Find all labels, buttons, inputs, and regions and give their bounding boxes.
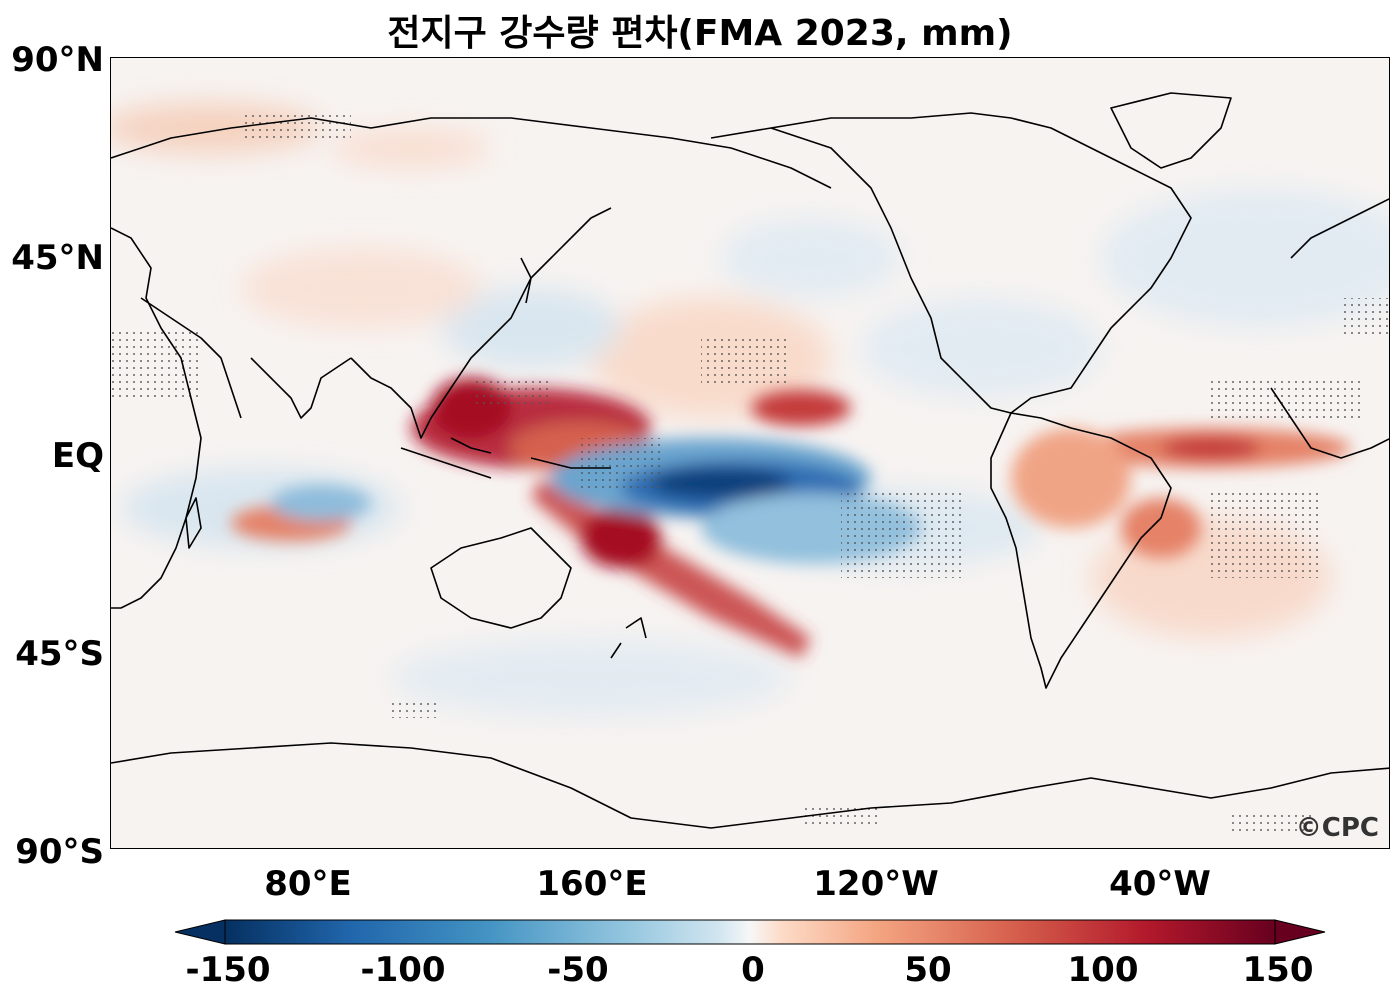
colorbar-gradient — [224, 919, 1276, 945]
lat-label-eq: EQ — [51, 436, 104, 476]
colorbar-tick-0: 0 — [741, 950, 765, 990]
map-canvas: ©CPC — [111, 92, 1389, 843]
colorbar-tick-150: 150 — [1242, 950, 1314, 990]
colorbar-tick-minus150: -150 — [185, 950, 271, 990]
lat-label-90n: 90°N — [11, 40, 104, 80]
lon-label-120w: 120°W — [813, 864, 939, 904]
colorbar-high-extend — [1274, 919, 1326, 945]
lon-label-160e: 160°E — [536, 864, 648, 904]
lat-label-45s: 45°S — [15, 634, 104, 674]
lat-label-45n: 45°N — [11, 238, 104, 278]
significance-stippling — [111, 113, 1389, 833]
credit-text: ©CPC — [1296, 813, 1379, 843]
colorbar-tick-minus100: -100 — [360, 950, 446, 990]
coastlines — [111, 92, 1389, 829]
colorbar — [174, 919, 1326, 945]
lat-label-90s: 90°S — [15, 832, 104, 872]
colorbar-tick-minus50: -50 — [547, 950, 609, 990]
anomaly-map: ©CPC — [110, 57, 1390, 849]
anomaly-field — [111, 103, 1389, 718]
lon-label-80e: 80°E — [264, 864, 352, 904]
colorbar-low-extend — [174, 919, 226, 945]
map-title: 전지구 강수량 편차(FMA 2023, mm) — [387, 13, 1013, 54]
colorbar-tick-50: 50 — [904, 950, 952, 990]
lon-label-40w: 40°W — [1109, 864, 1211, 904]
colorbar-tick-100: 100 — [1067, 950, 1139, 990]
